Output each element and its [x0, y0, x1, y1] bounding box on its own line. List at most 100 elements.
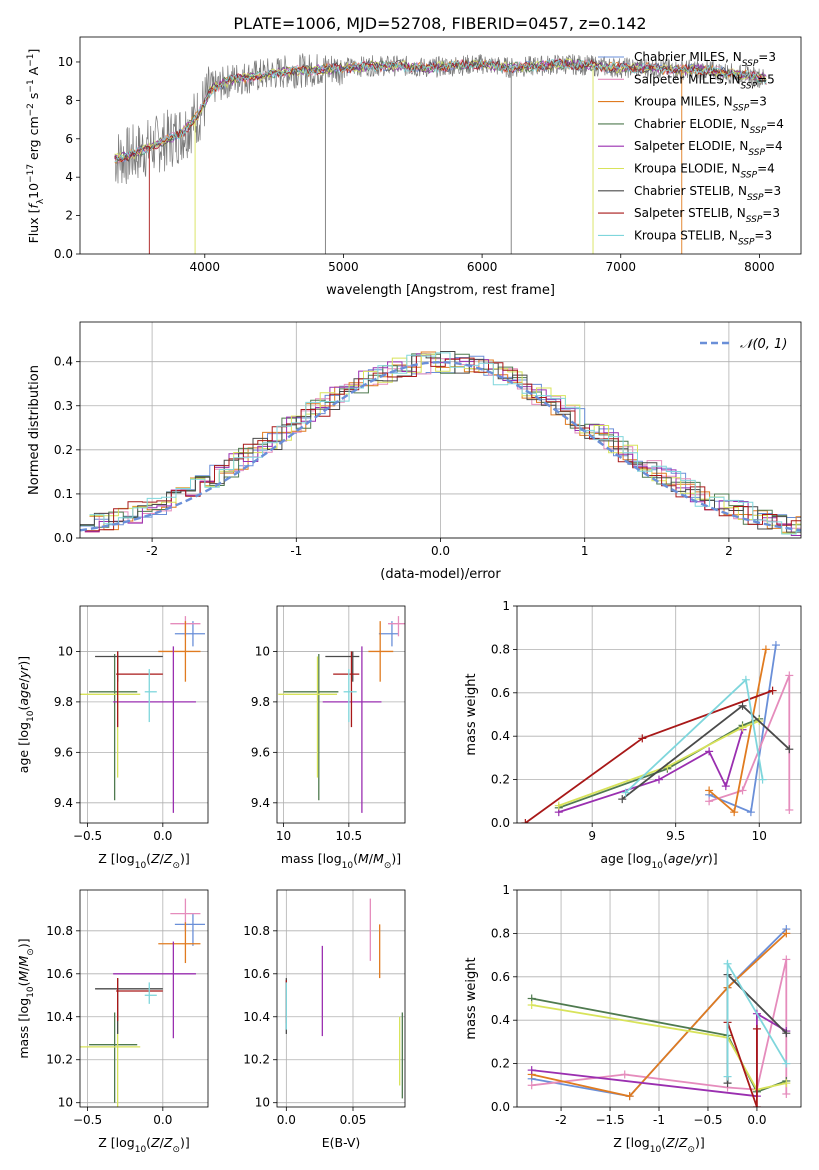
y-tick-label: 0.0 — [54, 247, 73, 261]
legend-sub: SSP — [748, 148, 765, 158]
label-part: age — [16, 682, 31, 706]
series-line-salpeter-miles — [708, 675, 791, 810]
x-tick-label: 6000 — [467, 260, 498, 274]
plot-area — [527, 925, 791, 1107]
normal-distribution-curve — [80, 360, 801, 532]
plot-area — [278, 616, 405, 813]
y-tick-label: 10.4 — [46, 1010, 73, 1024]
series-line-salpeter-stelib — [726, 1022, 758, 1107]
y-tick-label: 0.4 — [491, 1013, 510, 1027]
axes-frame — [79, 605, 209, 824]
label-part: 10 — [135, 861, 147, 871]
histogram-kroupa-elodie — [89, 353, 801, 534]
label-part: age [log — [600, 851, 651, 866]
y-tick-label: 0.8 — [491, 642, 510, 656]
label-part: M — [373, 851, 384, 866]
x-tick-label: 9 — [588, 829, 596, 843]
label-part: yr — [694, 851, 708, 866]
label-part: )] — [16, 938, 31, 948]
errorbar-salpeter-stelib — [333, 651, 360, 728]
x-tick-label: -2 — [146, 544, 158, 558]
legend-entry: Kroupa ELODIE, NSSP=4 — [634, 162, 775, 181]
y-tick-label: 6 — [65, 132, 73, 146]
errorbar-kroupa-stelib — [144, 669, 157, 723]
y-tick-label: 9.4 — [54, 796, 73, 810]
label-part: ⊙ — [687, 1145, 695, 1155]
legend-sub: SSP — [742, 59, 759, 69]
y-tick-label: 10.6 — [243, 967, 270, 981]
legend-label: Kroupa ELODIE, N — [634, 162, 741, 176]
legend-label: Salpeter ELODIE, N — [634, 139, 748, 153]
label-part: 10 — [135, 1145, 147, 1155]
label-part: s — [26, 93, 41, 104]
label-part: ( — [353, 851, 358, 866]
y-tick-label: 0.6 — [491, 686, 510, 700]
legend-entry: Salpeter ELODIE, NSSP=4 — [634, 139, 783, 158]
label-part: 10 — [26, 710, 36, 722]
errorbar-chabrier-elodie — [283, 653, 339, 801]
legend-entry: Salpeter STELIB, NSSP=3 — [634, 206, 780, 225]
label-part: M — [16, 971, 31, 982]
axes: 4000 5000 6000 7000 8000 0.0 2 4 6 8 10 — [54, 36, 802, 274]
x-tick-label: 10 — [752, 829, 767, 843]
label-part: / — [369, 851, 374, 866]
label-part: −1 — [26, 53, 36, 66]
panel-mass_vs_ebv: 0.0 0.05 10 10.2 10.4 10.6 10.8 E(B-V) — [243, 889, 406, 1150]
y-tick-label: 4 — [65, 170, 73, 184]
label-part: / — [691, 851, 696, 866]
x-tick-label: 10.5 — [335, 829, 362, 843]
label-part: Z — [150, 851, 160, 866]
x-axis-label: age [log10(age/yr)] — [600, 851, 717, 871]
legend-sub: SSP — [746, 215, 763, 225]
y-tick-label: 9.8 — [251, 695, 270, 709]
label-part: E(B-V) — [322, 1135, 361, 1150]
axes: 10 10.5 9.4 9.6 9.8 10 — [251, 605, 406, 843]
figure-title: PLATE=1006, MJD=52708, FIBERID=0457, z=0… — [233, 14, 646, 33]
x-tick-label: 5000 — [328, 260, 359, 274]
y-tick-label: 10 — [58, 644, 73, 658]
x-tick-label: 4000 — [190, 260, 221, 274]
y-axis-label: mass [log10(M/M⊙)] — [16, 938, 36, 1058]
plot-area — [114, 53, 767, 254]
label-part: ( — [16, 706, 31, 711]
errorbar-salpeter-elodie — [113, 941, 196, 1039]
label-part: 10 — [26, 183, 41, 199]
panel-weight_vs_Z: -2 −1.5 -1 −0.5 0.0 0.0 0.2 0.4 0.6 0.8 1 Z [log10(… — [464, 883, 802, 1155]
x-tick-label: 0.0 — [153, 1113, 172, 1127]
histogram-kroupa-stelib — [89, 352, 801, 535]
errorbar-salpeter-stelib — [116, 978, 163, 1022]
plot-area — [521, 641, 794, 823]
axes-frame — [516, 605, 802, 824]
plot-area — [80, 898, 205, 1107]
y-tick-label: 1 — [502, 883, 510, 897]
errorbar-chabrier-miles — [378, 621, 399, 647]
y-axis-label: Flux [fλ10−17 erg cm−2 s−1 A−1] — [26, 49, 46, 244]
label-part: −17 — [26, 164, 36, 183]
label-part: ( — [16, 982, 31, 987]
legend-sub: SSP — [733, 104, 750, 114]
panel-residuals: -2 -1 0.0 1 2 0.0 0.1 0.2 0.3 0.4 (data-model)/err… — [27, 321, 802, 582]
legend-residuals: 𝒩(0, 1) — [700, 337, 787, 352]
label-part: ( — [146, 851, 151, 866]
label-part: M — [16, 955, 31, 966]
legend-label: Chabrier STELIB, N — [634, 184, 747, 198]
label-part: −2 — [26, 103, 36, 116]
x-tick-label: 1 — [581, 544, 589, 558]
label-part: mass [log — [281, 851, 342, 866]
axes: 0.0 0.05 10 10.2 10.4 10.6 10.8 — [243, 889, 406, 1127]
label-part: ( — [661, 1135, 666, 1150]
axes-frame — [79, 36, 802, 255]
y-tick-label: 0.4 — [54, 355, 73, 369]
errorbar-kroupa-miles — [158, 621, 201, 682]
y-axis-label: age [log10(age/yr)] — [16, 656, 36, 773]
panel-spectrum: 4000 5000 6000 7000 8000 0.0 2 4 6 8 10 wavelength … — [26, 36, 802, 298]
x-axis-label: mass [log10(M/M⊙)] — [281, 851, 401, 871]
errorbar-kroupa-stelib — [343, 669, 357, 723]
y-tick-label: 0.3 — [54, 399, 73, 413]
legend-entry: Salpeter MILES, NSSP=5 — [634, 72, 775, 91]
x-tick-label: 0.0 — [153, 829, 172, 843]
legend-entry: Chabrier STELIB, NSSP=3 — [634, 184, 781, 203]
y-axis-label: Normed distribution — [27, 365, 42, 495]
axes-frame — [79, 889, 209, 1108]
